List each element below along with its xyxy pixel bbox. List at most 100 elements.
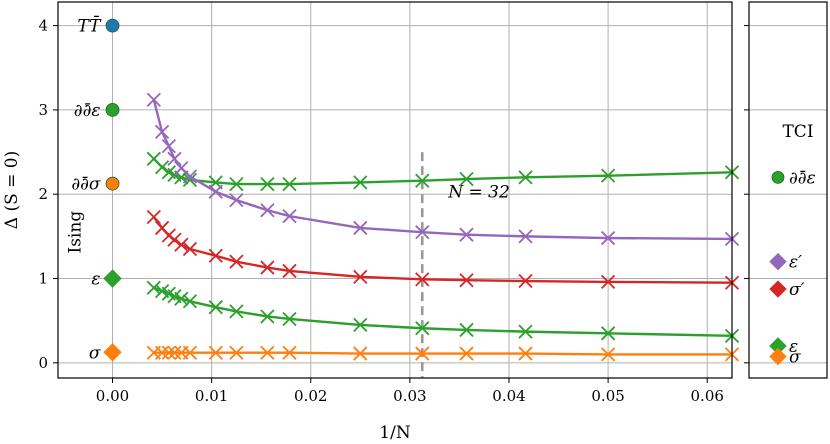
series-group — [146, 92, 740, 362]
ising-markers: TT̄ ∂∂̄ε ∂∂̄σ ε σ Ising — [66, 15, 122, 363]
data-point-marker — [146, 92, 161, 107]
data-point-marker — [146, 280, 161, 295]
data-point-marker — [182, 345, 198, 360]
data-point-marker — [459, 346, 474, 361]
data-point-marker — [353, 269, 368, 284]
data-point-marker — [282, 311, 297, 327]
x-tick-label: 0.06 — [691, 387, 724, 405]
data-point-marker — [208, 184, 223, 199]
data-point-marker — [600, 274, 616, 290]
tci-diamond-marker — [769, 280, 787, 298]
tci-diamond-marker — [769, 347, 787, 366]
tci-operator-label: σ′ — [789, 280, 805, 300]
data-point-marker — [154, 124, 170, 139]
tci-diamond-marker — [769, 252, 787, 271]
data-point-marker — [600, 326, 616, 341]
n32-reference-line: N = 32 — [420, 152, 510, 378]
x-tick-label: 0.03 — [393, 387, 426, 405]
data-point-marker — [229, 192, 244, 208]
tci-operator-label: σ — [789, 348, 801, 368]
data-point-marker — [518, 346, 533, 361]
ising-operator-label: ∂∂̄σ — [71, 175, 101, 195]
data-point-marker — [167, 151, 182, 166]
data-point-marker — [208, 300, 223, 315]
data-point-marker — [415, 173, 430, 188]
data-point-marker — [174, 291, 189, 306]
data-point-marker — [282, 263, 297, 279]
data-point-marker — [518, 324, 533, 339]
data-point-marker — [182, 169, 198, 184]
tci-title: TCI — [782, 122, 813, 142]
y-tick-label: 0 — [38, 354, 48, 372]
data-point-marker — [282, 345, 297, 360]
data-point-marker — [353, 175, 368, 190]
data-point-marker — [459, 227, 474, 242]
x-tick-label: 0.04 — [492, 387, 525, 405]
series-line — [152, 216, 733, 284]
data-point-marker — [167, 232, 182, 247]
tci-circle-marker — [771, 170, 785, 184]
data-point-marker — [415, 272, 430, 287]
data-point-marker — [154, 345, 170, 360]
x-tick-label: 0.01 — [195, 387, 228, 405]
data-point-marker — [182, 294, 198, 309]
data-point-marker — [459, 273, 474, 288]
ising-operator-label: σ — [89, 343, 101, 363]
ising-operator-label: TT̄ — [78, 15, 103, 37]
x-tick-label: 0.05 — [591, 387, 624, 405]
data-point-marker — [518, 170, 533, 185]
x-tick-label: 0.00 — [96, 387, 129, 405]
data-point-marker — [154, 160, 170, 175]
data-point-marker — [353, 220, 368, 236]
ising-circle-marker — [105, 18, 120, 33]
ising-diamond-marker — [103, 343, 122, 362]
series-line — [152, 99, 733, 241]
y-tick-label: 2 — [38, 185, 48, 203]
tci-operator-label: ε — [789, 337, 798, 357]
data-point-marker — [260, 203, 275, 218]
data-point-marker — [161, 139, 176, 154]
data-point-marker — [600, 168, 616, 183]
tci-panel: TCI ∂∂̄ε ε′ σ′ εσ — [749, 25, 827, 368]
tci-panel-frame — [748, 1, 828, 379]
data-point-marker — [182, 241, 198, 257]
series-line — [152, 157, 733, 186]
data-point-marker — [260, 309, 275, 324]
y-axis-label: Δ (S = 0) — [2, 151, 22, 229]
ising-operator-label: ∂∂̄ε — [74, 101, 101, 121]
main-plot-frame — [57, 1, 733, 379]
data-point-marker — [229, 345, 244, 360]
data-point-marker — [161, 345, 176, 360]
ising-label: Ising — [66, 211, 86, 254]
data-point-marker — [146, 209, 161, 225]
data-point-marker — [229, 304, 244, 319]
data-point-marker — [600, 230, 616, 246]
data-point-marker — [229, 176, 244, 192]
data-point-marker — [459, 171, 474, 187]
data-point-marker — [459, 322, 474, 338]
y-tick-label: 3 — [38, 101, 48, 119]
data-point-marker — [208, 248, 223, 263]
x-axis-label: 1/N — [379, 423, 411, 443]
data-point-marker — [353, 317, 368, 333]
data-point-marker — [518, 229, 533, 244]
data-point-marker — [415, 321, 430, 336]
data-point-marker — [415, 225, 430, 240]
data-point-marker — [260, 176, 275, 192]
tci-operator-label: ε′ — [789, 253, 802, 273]
data-point-marker — [182, 172, 198, 188]
ising-circle-marker — [105, 103, 120, 117]
data-point-marker — [353, 346, 368, 361]
data-point-marker — [282, 176, 297, 192]
y-tick-label: 1 — [38, 270, 48, 288]
data-point-marker — [167, 345, 182, 360]
series-line — [153, 286, 733, 338]
ising-diamond-marker — [103, 269, 122, 288]
y-tick-label: 4 — [38, 17, 48, 35]
ising-operator-label: ε — [91, 270, 100, 290]
data-point-marker — [600, 347, 616, 362]
tci-operator-label: ∂∂̄ε — [789, 168, 816, 188]
axis-labels: 1/N Δ (S = 0) — [2, 151, 411, 443]
data-point-marker — [229, 254, 244, 269]
